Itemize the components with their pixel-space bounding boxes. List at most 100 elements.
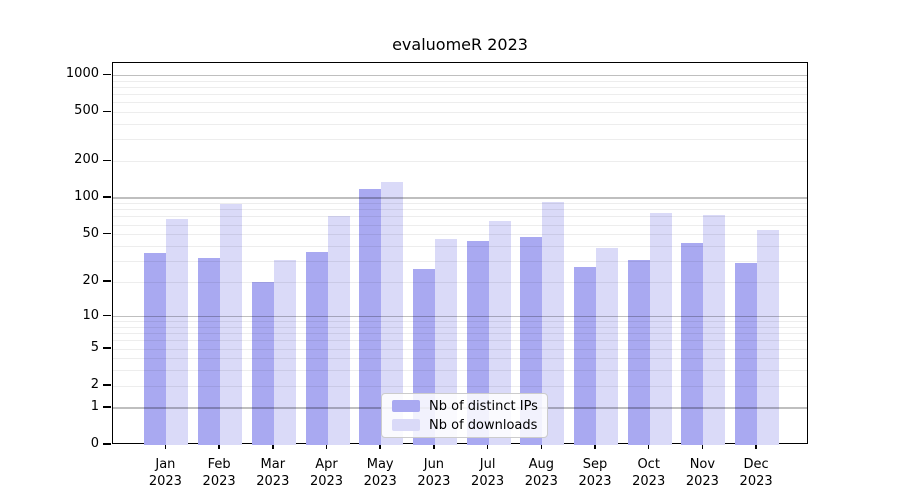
bar-distinct-ips-dec [735, 263, 758, 445]
legend-item-downloads: Nb of downloads [392, 418, 537, 433]
x-tick-month: Apr [315, 457, 338, 472]
legend-label-downloads: Nb of downloads [429, 417, 538, 433]
bar-downloads-mar [273, 259, 296, 445]
y-tick-label: 500 [74, 103, 99, 119]
y-tick-mark [103, 314, 111, 317]
gridline-minor [113, 333, 807, 335]
x-tick-year: 2023 [309, 474, 344, 489]
gridline-minor [113, 245, 807, 247]
x-tick-mark [164, 444, 167, 449]
x-tick-label-aug: Aug 2023 [511, 456, 571, 490]
x-tick-month: Mar [260, 457, 286, 472]
bar-distinct-ips-jan [144, 253, 167, 445]
x-tick-mark [433, 444, 435, 449]
gridline-minor [113, 86, 807, 88]
gridline-minor [113, 216, 807, 218]
x-tick-month: Oct [637, 457, 660, 472]
y-tick-label: 50 [82, 225, 99, 241]
gridline-minor [113, 370, 807, 372]
y-tick-mark [103, 280, 111, 282]
x-tick-year: 2023 [578, 474, 612, 489]
gridline-minor [113, 326, 807, 328]
bar-distinct-ips-oct [627, 259, 650, 445]
legend-swatch-downloads [392, 419, 420, 431]
bar-distinct-ips-mar [251, 282, 274, 445]
y-tick-mark [103, 406, 111, 408]
x-tick-mark [647, 444, 650, 449]
x-tick-mark [325, 444, 328, 449]
x-tick-mark [218, 444, 220, 449]
y-tick-label: 2 [90, 377, 99, 393]
gridline-minor [113, 321, 807, 323]
bar-downloads-apr [327, 216, 350, 445]
gridline-major [113, 316, 807, 318]
chart-title: evaluomeR 2023 [392, 35, 528, 54]
x-tick-label-sep: Sep 2023 [565, 456, 625, 490]
x-tick-label-mar: Mar 2023 [243, 456, 303, 490]
bar-downloads-feb [220, 203, 243, 445]
gridline-minor [113, 209, 807, 211]
x-tick-year: 2023 [524, 474, 558, 489]
x-tick-label-jan: Jan 2023 [135, 456, 195, 490]
y-tick-label: 200 [74, 152, 99, 168]
x-tick-month: Aug [528, 457, 554, 472]
bar-downloads-jul [488, 220, 511, 445]
x-tick-mark [701, 444, 704, 449]
y-tick-label: 5 [90, 340, 99, 356]
y-tick-mark [103, 347, 111, 349]
gridline-major [113, 197, 807, 199]
legend-item-distinct-ips: Nb of distinct IPs [392, 399, 538, 414]
y-tick-mark [103, 110, 111, 113]
x-tick-mark [272, 444, 274, 449]
x-tick-label-may: May 2023 [350, 456, 410, 490]
x-tick-year: 2023 [685, 474, 719, 489]
bar-downloads-jan [166, 219, 189, 445]
x-tick-label-apr: Apr 2023 [297, 456, 357, 490]
x-tick-label-dec: Dec 2023 [726, 456, 786, 490]
gridline-minor [113, 224, 807, 226]
y-tick-label: 10 [82, 307, 99, 323]
bar-downloads-may [381, 182, 404, 445]
x-tick-mark [755, 444, 757, 449]
x-tick-year: 2023 [256, 474, 290, 489]
x-tick-label-feb: Feb 2023 [189, 456, 249, 490]
y-tick-mark [103, 73, 111, 76]
gridline-minor [113, 93, 807, 95]
y-tick-label: 20 [82, 273, 99, 289]
x-tick-label-jul: Jul 2023 [458, 456, 518, 490]
gridline-minor [113, 80, 807, 82]
legend: Nb of distinct IPs Nb of downloads [381, 393, 548, 438]
gridline-minor [113, 281, 807, 283]
bar-distinct-ips-sep [574, 266, 596, 445]
x-tick-month: Jan [155, 457, 176, 472]
gridline-minor [113, 203, 807, 205]
x-tick-year: 2023 [202, 474, 236, 489]
gridline-minor [113, 123, 807, 125]
x-tick-mark [594, 444, 596, 449]
gridline-minor [113, 358, 807, 360]
x-tick-mark [379, 444, 381, 449]
y-tick-mark [103, 443, 111, 445]
x-tick-label-nov: Nov 2023 [672, 456, 732, 490]
bar-distinct-ips-feb [198, 257, 221, 445]
bar-downloads-oct [649, 213, 672, 445]
y-tick-mark [103, 196, 111, 198]
x-tick-month: Sep [582, 457, 608, 472]
x-tick-mark [540, 444, 543, 449]
y-tick-label: 1000 [65, 66, 99, 82]
x-tick-year: 2023 [739, 474, 773, 489]
y-tick-label: 100 [74, 189, 99, 205]
y-tick-label: 0 [90, 436, 99, 451]
x-tick-month: Dec [743, 457, 769, 472]
x-tick-month: Jun [423, 457, 445, 472]
x-tick-year: 2023 [363, 474, 397, 489]
x-tick-month: Feb [207, 457, 231, 472]
x-tick-year: 2023 [471, 474, 505, 489]
x-tick-year: 2023 [148, 474, 182, 489]
bar-distinct-ips-apr [305, 251, 328, 445]
gridline-minor [113, 160, 807, 162]
gridline-minor [113, 385, 807, 387]
x-tick-month: Jul [479, 457, 496, 472]
bar-distinct-ips-may [359, 188, 382, 445]
